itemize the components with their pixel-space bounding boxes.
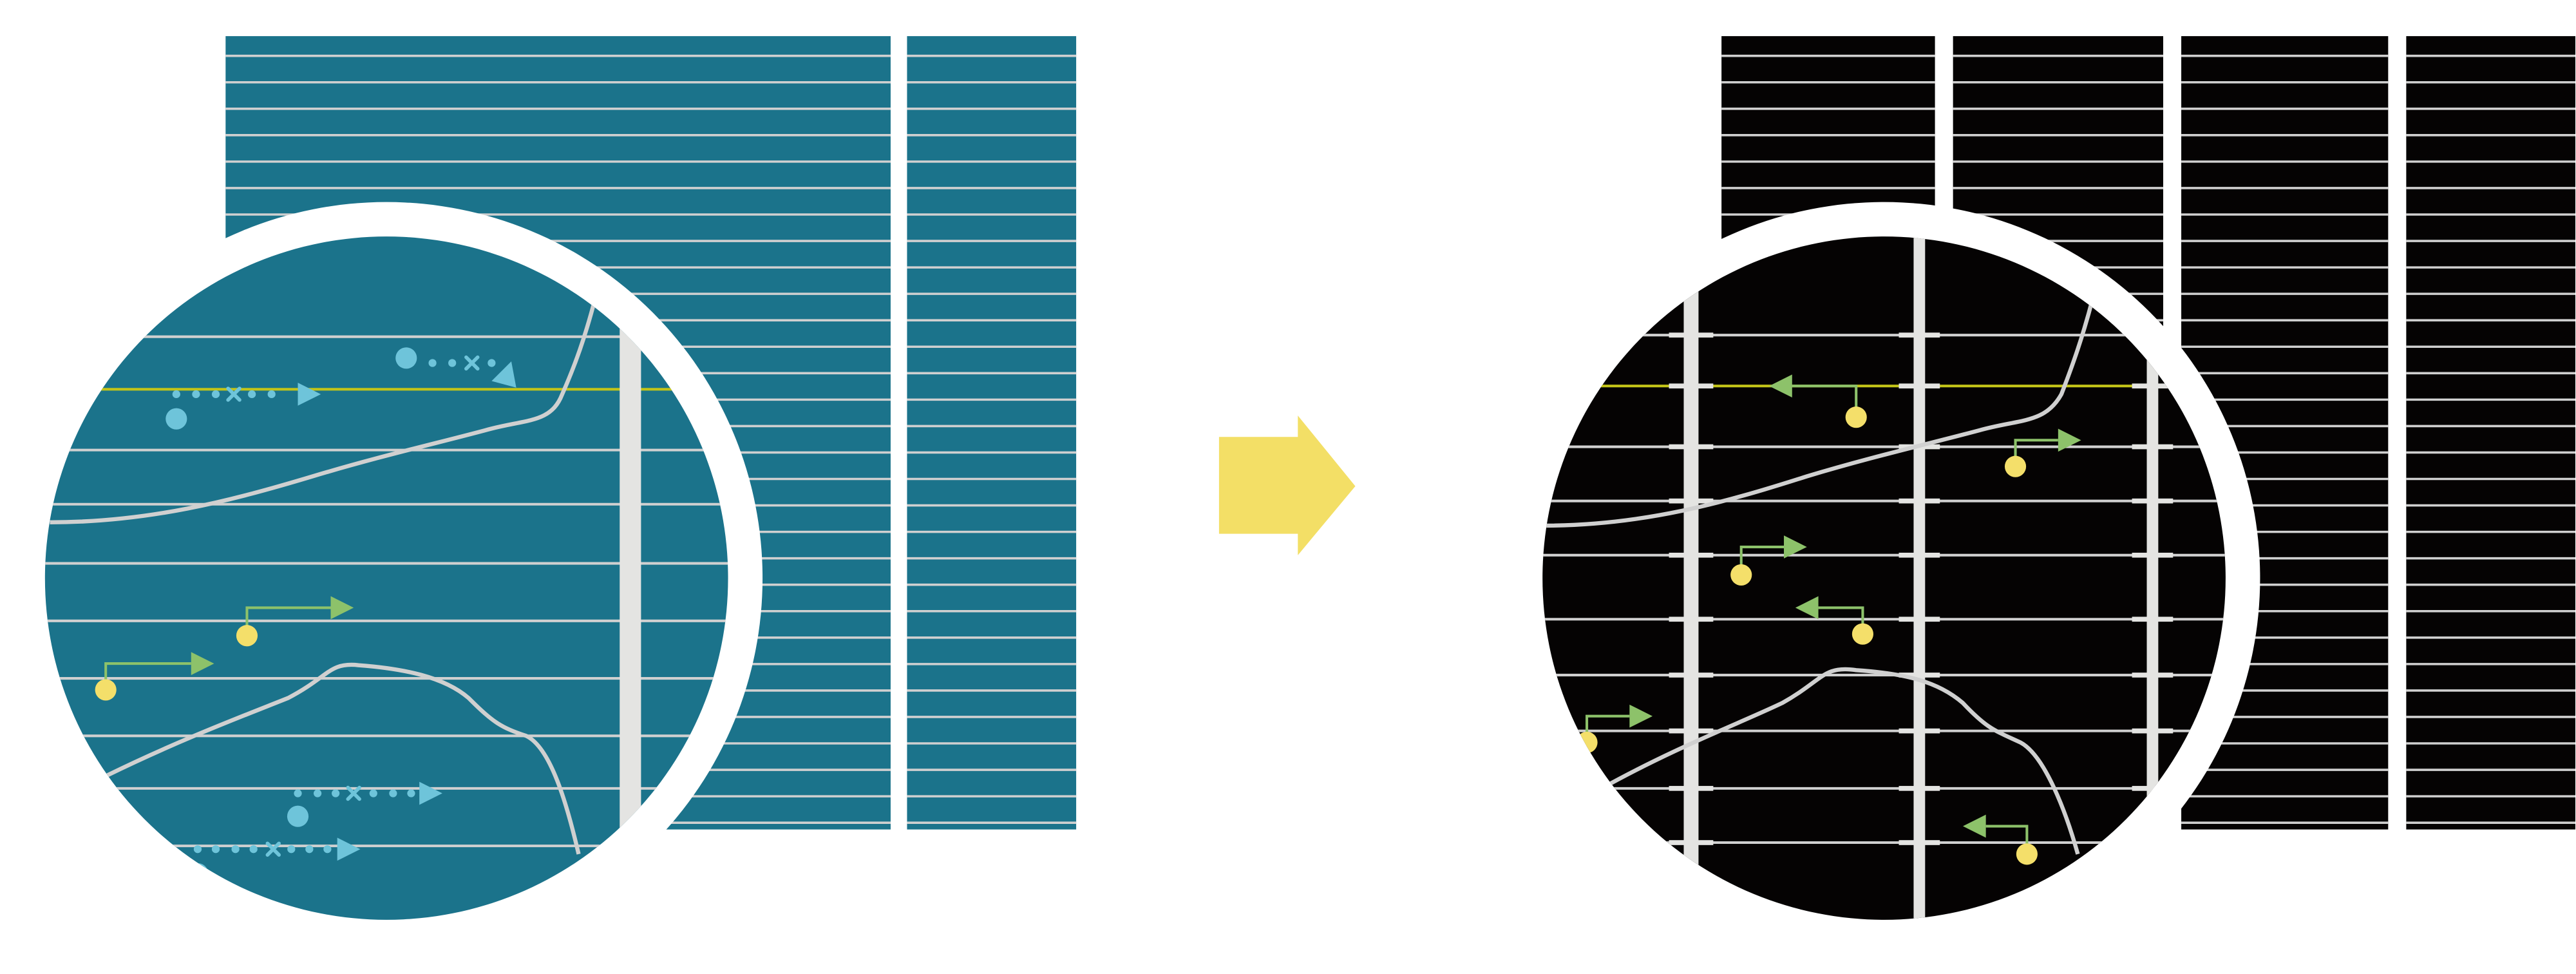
yellow-dot-marker [236,625,258,647]
dot-marker [448,359,457,367]
yellow-dot-marker [1730,564,1752,586]
green-arrow-head-icon [1629,704,1653,728]
dot-marker [294,789,302,797]
bar-tick [1899,673,1940,678]
bar-tick [2132,498,2174,504]
bar-tick [1899,498,1940,504]
vertical-bar [1683,236,1699,920]
dot-marker [305,845,314,854]
bar-tick [1899,840,1940,845]
dot-marker [267,390,276,399]
dot-marker [488,359,496,367]
bar-tick [1899,728,1940,734]
vertical-bar [620,236,641,920]
dot-marker [389,789,397,797]
dot-marker [247,390,256,399]
before-magnifier-content [44,236,728,920]
bar-tick [1669,840,1714,845]
green-arrow-head-icon [1962,814,1986,838]
bar-tick [1669,383,1714,389]
after-magnifier-background [1542,236,2226,920]
wavy-curve [50,298,598,525]
cross-mark-icon [464,355,480,371]
dot-marker [193,845,202,854]
arrow-right-icon [1218,415,1356,555]
dot-marker [323,845,332,854]
start-dot [166,408,187,430]
bar-tick [2132,383,2174,389]
bar-tick [1669,552,1714,558]
wavy-curve [1544,298,2095,528]
after-column [2406,36,2576,830]
before-column [907,36,1077,830]
yellow-dot-marker [2004,455,2027,477]
cross-mark-icon [265,841,281,857]
vertical-bar [1913,236,1926,920]
bar-tick [2132,728,2174,734]
arrow-head-icon [298,383,321,406]
bar-tick [1669,332,1714,338]
start-dot [395,347,417,369]
yellow-dot-marker [2016,843,2038,865]
start-dot [287,805,309,827]
bar-tick [1669,498,1714,504]
dot-marker [313,789,322,797]
green-arrow-head-icon [1769,374,1792,398]
bar-tick [2132,786,2174,791]
bar-tick [1669,728,1714,734]
before-magnifier-background [44,236,728,920]
dot-marker [211,845,220,854]
bar-tick [1669,673,1714,678]
bar-tick [2132,616,2174,622]
dot-marker [249,845,258,854]
bar-tick [1899,332,1940,338]
arrow-head-icon [419,781,442,805]
green-arrow-head-icon [1795,596,1819,620]
dot-marker [231,845,240,854]
bar-tick [1669,616,1714,622]
dot-marker [407,789,415,797]
wavy-curve [106,662,581,855]
dot-marker [172,390,180,399]
after-magnifier-content [1542,236,2226,920]
bar-tick [1899,786,1940,791]
dot-marker [211,390,220,399]
yellow-dot-marker [1852,623,1873,645]
vertical-bar [2146,236,2159,920]
dot-marker [192,390,200,399]
arrow-head-icon [491,361,516,388]
bar-tick [1899,383,1940,389]
wavy-curve [1600,667,2080,855]
green-arrow-head-icon [330,596,354,620]
green-arrow-head-icon [191,652,214,675]
green-arrow-head-icon [2058,428,2081,452]
yellow-dot-marker [1845,406,1867,428]
bar-tick [1669,444,1714,450]
bar-tick [2132,673,2174,678]
dot-marker [332,789,340,797]
bar-tick [2132,552,2174,558]
bar-tick [1669,786,1714,791]
yellow-dot-marker [95,679,117,701]
cross-mark-icon [226,387,242,402]
bar-tick [1899,616,1940,622]
dot-marker [369,789,377,797]
dot-marker [287,845,296,854]
green-arrow-head-icon [1784,535,1807,559]
dot-marker [428,359,437,367]
arrow-head-icon [337,837,361,861]
bar-tick [2132,444,2174,450]
cross-mark-icon [346,785,361,801]
bar-tick [1899,552,1940,558]
